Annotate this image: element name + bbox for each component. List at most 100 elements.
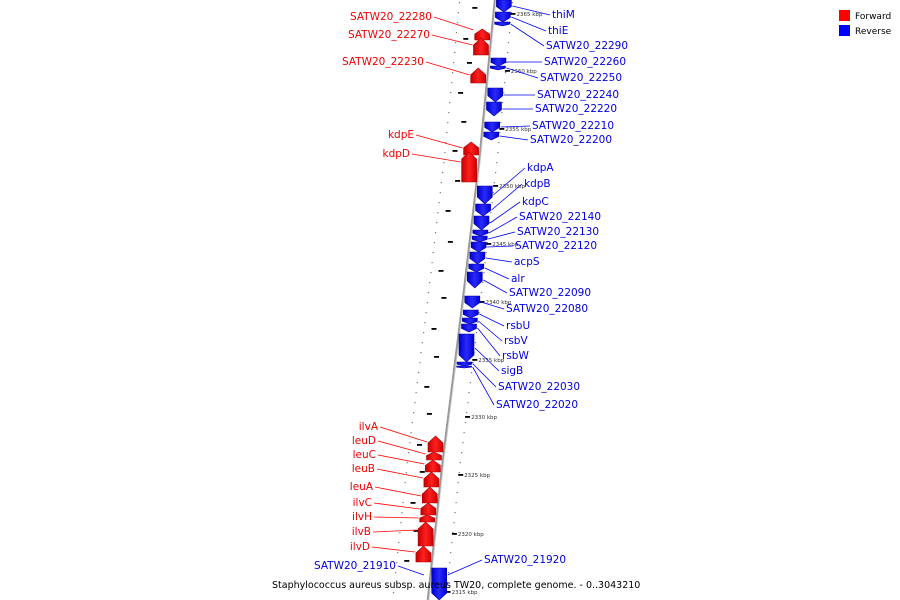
gene-label-forward: SATW20_22280 <box>350 11 432 23</box>
guide-dot <box>419 362 421 364</box>
gene-forward-SATW20_22270 <box>473 37 489 56</box>
guide-dot <box>433 242 435 244</box>
guide-dot <box>442 172 444 174</box>
gene-reverse-SATW20_22250 <box>490 65 506 71</box>
guide-dot <box>480 292 483 294</box>
gene-label-reverse: SATW20_22120 <box>515 240 597 252</box>
gene-reverse-SATW20_22020 <box>456 365 472 369</box>
label-connector <box>484 267 510 280</box>
label-connector <box>372 529 418 533</box>
guide-dot <box>447 122 449 124</box>
tick-mark <box>472 359 478 361</box>
guide-dot <box>464 422 466 424</box>
guide-dot <box>438 202 440 204</box>
gene-label-reverse: SATW20_21910 <box>314 560 396 572</box>
label-connector <box>499 135 529 141</box>
tick-mark <box>472 7 478 9</box>
label-connector <box>483 279 508 294</box>
guide-dot <box>508 32 511 34</box>
label-connector <box>491 183 523 211</box>
gene-forward-leuC <box>425 459 441 473</box>
gene-label-reverse: SATW20_21920 <box>484 554 566 566</box>
guide-dot <box>478 312 480 314</box>
tick-label: 2360 kbp <box>511 69 537 75</box>
guide-dot <box>405 472 407 474</box>
guide-dot <box>463 432 465 434</box>
gene-forward-ilvH <box>419 514 436 523</box>
guide-dot <box>429 282 431 284</box>
gene-label-reverse: SATW20_22140 <box>519 211 601 223</box>
label-connector <box>472 366 495 406</box>
label-connector <box>377 454 425 465</box>
label-connector <box>479 313 505 327</box>
label-connector <box>431 34 473 46</box>
tick-mark <box>461 121 467 123</box>
gene-reverse-SATW20_22080 <box>464 295 481 309</box>
guide-dot <box>500 122 502 124</box>
guide-dot <box>466 412 468 414</box>
gene-label-forward: ilvA <box>359 421 379 433</box>
guide-dot <box>456 492 458 494</box>
gene-reverse-thiE <box>495 11 511 23</box>
guide-dot <box>432 252 434 254</box>
guide-dot <box>484 262 486 264</box>
gene-label-reverse: rsbW <box>502 350 529 362</box>
guide-dot <box>502 102 504 104</box>
gene-forward-SATW20_22230 <box>470 67 487 84</box>
gene-label-reverse: acpS <box>514 256 540 268</box>
guide-dot <box>399 532 401 534</box>
guide-dot <box>458 2 460 4</box>
gene-label-forward: SATW20_22230 <box>342 56 424 68</box>
label-connector <box>500 125 531 128</box>
guide-dot <box>452 72 454 74</box>
gene-label-reverse: rsbV <box>504 335 528 347</box>
guide-dot <box>424 322 426 324</box>
gene-label-reverse: kdpA <box>527 162 554 174</box>
guide-dot <box>411 422 413 424</box>
gene-label-reverse: SATW20_22030 <box>498 381 580 393</box>
tick-mark <box>458 92 464 94</box>
gene-label-reverse: SATW20_22220 <box>535 103 617 115</box>
gene-reverse-alr <box>468 263 485 273</box>
gene-label-reverse: SATW20_22090 <box>509 287 591 299</box>
gene-label-reverse: kdpB <box>524 178 551 190</box>
guide-dot <box>498 142 500 144</box>
genome-backbone-highlight <box>428 0 497 600</box>
gene-label-forward: leuD <box>352 435 376 447</box>
gene-label-reverse: SATW20_22130 <box>517 226 599 238</box>
gene-reverse-SATW20_22240 <box>487 87 504 103</box>
guide-dot <box>392 592 395 594</box>
ticks: 2365 kbp 2360 kbp 2355 kbp 2350 kbp 2345 kbp… <box>404 7 543 596</box>
gene-forward-ilvC <box>420 502 437 516</box>
tick-mark <box>426 413 432 415</box>
label-connector <box>493 167 526 196</box>
guide-dot <box>400 522 402 524</box>
guide-dot <box>488 232 490 234</box>
gene-label-reverse: SATW20_22250 <box>540 72 622 84</box>
guide-dot <box>469 382 471 384</box>
gene-forward-ilvB <box>417 521 434 547</box>
tick-label: 2345 kbp <box>492 242 518 248</box>
tick-label: 2340 kbp <box>486 300 512 306</box>
guide-dot <box>453 62 455 64</box>
gene-labels: SATW20_22280 SATW20_22270 SATW20_22230 kdpE… <box>314 5 628 576</box>
tick-mark <box>452 150 458 152</box>
tick-mark <box>451 533 457 535</box>
gene-label-forward: kdpE <box>388 129 414 141</box>
gene-label-reverse: rsbU <box>506 320 530 332</box>
gene-label-reverse: SATW20_22260 <box>544 56 626 68</box>
label-connector <box>512 5 551 16</box>
guide-dot <box>497 152 499 154</box>
gene-label-forward: ilvD <box>350 541 370 553</box>
guide-dot <box>510 12 512 14</box>
guide-dot <box>410 432 412 434</box>
guide-dot <box>426 302 428 304</box>
guide-dot <box>397 552 399 554</box>
gene-label-reverse: thiE <box>548 25 568 37</box>
guide-dot <box>456 22 459 24</box>
guide-dot <box>453 522 455 524</box>
guide-dot <box>490 212 492 214</box>
label-connector <box>485 257 513 263</box>
guide-dot <box>461 452 463 454</box>
